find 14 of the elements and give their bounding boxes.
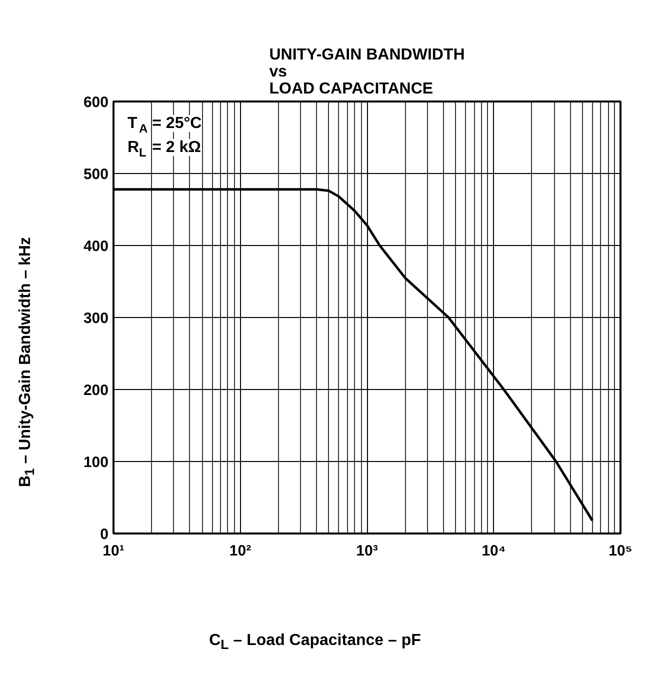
x-tick-label: 10¹ xyxy=(102,542,124,560)
chart-title: UNITY-GAIN BANDWIDTH vs LOAD CAPACITANCE xyxy=(269,46,465,98)
y-tick-label: 100 xyxy=(83,454,109,471)
x-tick-label: 10³ xyxy=(356,542,378,560)
y-tick-label: 400 xyxy=(83,238,109,255)
y-tick-label: 300 xyxy=(83,310,109,327)
x-axis-title: C$_{L}$ – Load Capacitance – pF xyxy=(208,631,422,654)
y-tick-label: 600 xyxy=(83,94,109,111)
y-tick-label: 500 xyxy=(83,166,109,183)
y-tick-label: 200 xyxy=(83,382,109,399)
x-tick-label: 10⁴ xyxy=(482,542,506,560)
x-tick-label: 10⁵ xyxy=(608,542,632,560)
y-tick-label: 0 xyxy=(100,526,108,543)
x-tick-label: 10² xyxy=(229,542,252,560)
